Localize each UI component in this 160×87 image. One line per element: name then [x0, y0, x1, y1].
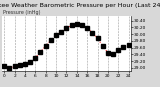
Text: Milwaukee Weather Barometric Pressure per Hour (Last 24 Hours): Milwaukee Weather Barometric Pressure pe… [0, 3, 160, 8]
Text: Pressure (inHg): Pressure (inHg) [3, 10, 41, 15]
